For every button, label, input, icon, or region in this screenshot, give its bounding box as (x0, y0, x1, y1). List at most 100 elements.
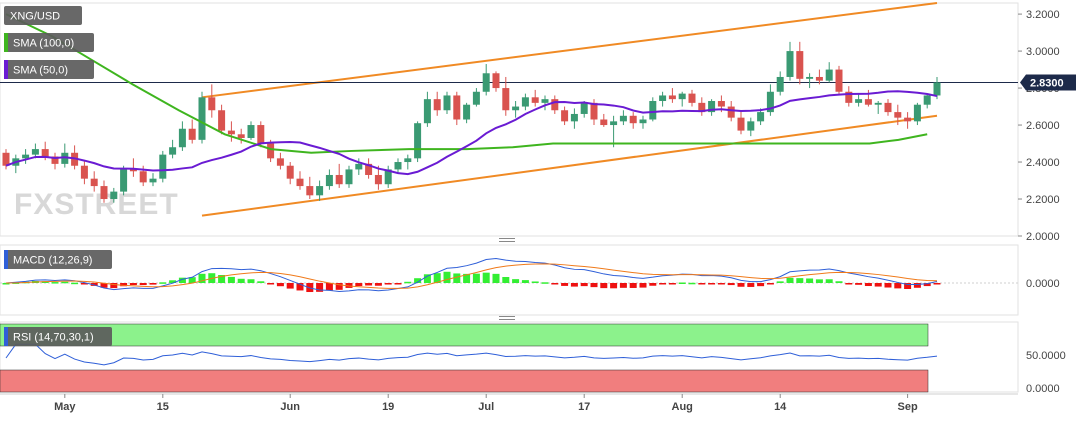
macd-histogram-bar (894, 283, 902, 289)
x-tick-label: Jun (280, 401, 300, 413)
macd-histogram-bar (796, 278, 804, 283)
candle (815, 69, 823, 85)
macd-histogram-bar (482, 272, 490, 283)
candle (178, 121, 186, 151)
macd-histogram-bar (404, 281, 412, 284)
candle (678, 91, 686, 107)
macd-legend[interactable]: MACD (12,26,9) (4, 250, 112, 269)
svg-text:XNG/USD: XNG/USD (10, 11, 60, 23)
macd-histogram-bar (384, 283, 392, 285)
candle (129, 158, 137, 177)
candle (649, 97, 657, 122)
legend-item[interactable]: SMA (100,0) (4, 33, 94, 52)
candle (737, 110, 745, 135)
legend-item[interactable]: XNG/USD (4, 6, 82, 25)
candle (472, 88, 480, 107)
x-tick-label: 14 (774, 401, 787, 413)
y-tick-label: 3.0000 (1026, 46, 1060, 58)
macd-histogram-bar (864, 283, 872, 287)
pane-resize-handle[interactable] (499, 316, 515, 320)
candle (864, 89, 872, 107)
macd-histogram-bar (717, 283, 725, 285)
legend-item[interactable]: SMA (50,0) (4, 60, 94, 79)
rsi-legend[interactable]: RSI (14,70,30,1) (4, 327, 112, 346)
macd-histogram-bar (463, 273, 471, 283)
candle (855, 93, 863, 107)
macd-histogram-bar (629, 283, 637, 288)
macd-histogram-bar (698, 283, 706, 285)
x-axis: May 15 Jun 19 Jul 17 Aug 14 Sep (0, 393, 1018, 413)
y-tick-label: 2.2000 (1026, 194, 1060, 206)
candle (286, 162, 294, 185)
candle (708, 99, 716, 116)
macd-histogram-bar (619, 283, 627, 288)
macd-legend-label: MACD (12,26,9) (13, 255, 92, 267)
candle (492, 71, 500, 92)
candle (482, 64, 490, 96)
macd-histogram-bar (51, 282, 59, 284)
macd-histogram-bar (61, 281, 69, 284)
candle (208, 84, 216, 118)
macd-histogram-bar (757, 283, 765, 287)
y-tick-label: 3.2000 (1026, 9, 1060, 21)
macd-histogram-bar (325, 283, 333, 291)
macd-histogram-bar (815, 279, 823, 283)
macd-histogram-bar (178, 277, 186, 283)
macd-histogram-bar (433, 273, 441, 283)
candle (394, 158, 402, 174)
candle (2, 149, 10, 170)
x-tick-label: 19 (382, 401, 394, 413)
candle (90, 171, 98, 192)
macd-histogram-bar (639, 283, 647, 288)
candle (355, 158, 363, 175)
candle (198, 91, 206, 144)
candle (404, 154, 412, 170)
candle (796, 41, 804, 85)
macd-histogram-bar (80, 283, 88, 285)
candle (619, 110, 627, 126)
macd-histogram-bar (590, 283, 598, 288)
candle (149, 173, 157, 187)
macd-histogram-bar (502, 276, 510, 283)
macd-histogram-bar (933, 283, 941, 285)
macd-histogram-bar (129, 283, 137, 286)
candle (923, 93, 931, 109)
pane-resize-handle[interactable] (499, 238, 515, 242)
macd-histogram-bar (806, 278, 814, 283)
macd-histogram-bar (580, 283, 588, 287)
candle (463, 102, 471, 124)
macd-histogram-bar (600, 283, 608, 289)
macd-histogram-bar (267, 283, 275, 285)
watermark: FXSTREET (14, 188, 179, 221)
macd-histogram-bar (668, 283, 676, 285)
rsi-oversold-zone (0, 369, 929, 393)
candle (698, 97, 706, 116)
candle (541, 95, 549, 111)
macd-histogram-bar (100, 283, 108, 288)
candle (276, 152, 284, 170)
svg-text:SMA (50,0): SMA (50,0) (13, 65, 68, 77)
sma100-line (5, 13, 928, 154)
candle (629, 112, 637, 129)
macd-histogram-bar (835, 281, 843, 283)
candle (668, 88, 676, 103)
macd-histogram-bar (247, 279, 255, 283)
candle (502, 76, 510, 116)
candle (345, 165, 353, 188)
rsi-legend-label: RSI (14,70,30,1) (13, 332, 94, 344)
candle (443, 91, 451, 114)
macd-histogram-bar (766, 283, 774, 285)
macd-histogram-bar (776, 281, 784, 283)
rsi-level-label: 50.0000 (1026, 350, 1066, 362)
macd-histogram-bar (394, 283, 402, 285)
candle (159, 150, 167, 183)
upper-channel-line (201, 2, 938, 99)
x-tick-label: 17 (578, 401, 590, 413)
candle (316, 180, 324, 201)
candle (639, 115, 647, 129)
macd-histogram-bar (659, 283, 667, 285)
candle (904, 112, 912, 129)
macd-histogram-bar (453, 273, 461, 283)
candle (374, 165, 382, 190)
